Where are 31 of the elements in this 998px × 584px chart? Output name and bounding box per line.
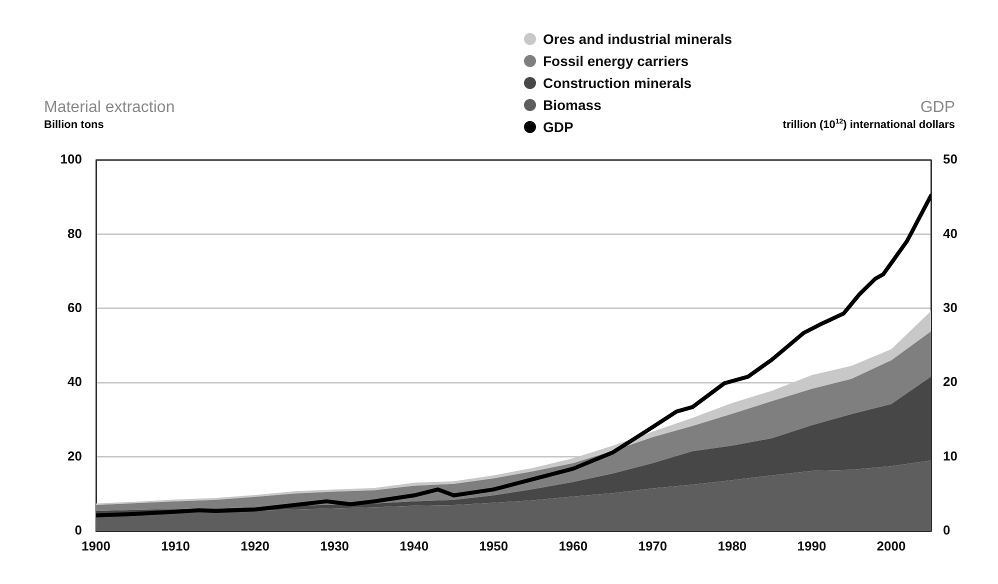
y-tick-label: 100	[60, 152, 82, 167]
x-tick-label: 1990	[797, 538, 826, 554]
legend-label: GDP	[543, 119, 574, 135]
y2-tick-label: 10	[943, 448, 958, 464]
legend-label: Construction minerals	[543, 75, 692, 91]
y-tick-label: 60	[68, 300, 82, 315]
legend-label: Ores and industrial minerals	[543, 31, 732, 47]
y-tick-label: 40	[68, 374, 82, 390]
x-tick-label: 1940	[400, 538, 429, 554]
x-tick-label: 1960	[558, 538, 588, 554]
x-tick-label: 1950	[479, 538, 508, 554]
x-tick-label: 2000	[876, 538, 906, 554]
x-tick-label: 1920	[240, 538, 270, 554]
y-tick-label: 20	[68, 448, 82, 464]
y2-tick-label: 20	[943, 374, 958, 390]
y2-tick-label: 0	[943, 522, 950, 538]
y-tick-label: 80	[68, 226, 82, 241]
x-tick-label: 1900	[82, 538, 110, 554]
x-tick-label: 1980	[718, 538, 747, 554]
y2-tick-label: 50	[943, 152, 958, 167]
y2-tick-label: 40	[943, 226, 958, 241]
legend-label: Biomass	[543, 97, 602, 113]
y2-axis-title: GDP	[920, 99, 955, 116]
y-axis-title: Material extraction	[44, 99, 175, 116]
legend-label: Fossil energy carriers	[543, 53, 689, 69]
x-tick-label: 1930	[320, 538, 350, 554]
y-tick-label: 0	[74, 522, 82, 538]
x-tick-label: 1910	[161, 538, 190, 554]
text: Billion tons	[44, 119, 104, 131]
x-tick-label: 1970	[638, 538, 668, 554]
y2-tick-label: 30	[943, 300, 958, 315]
